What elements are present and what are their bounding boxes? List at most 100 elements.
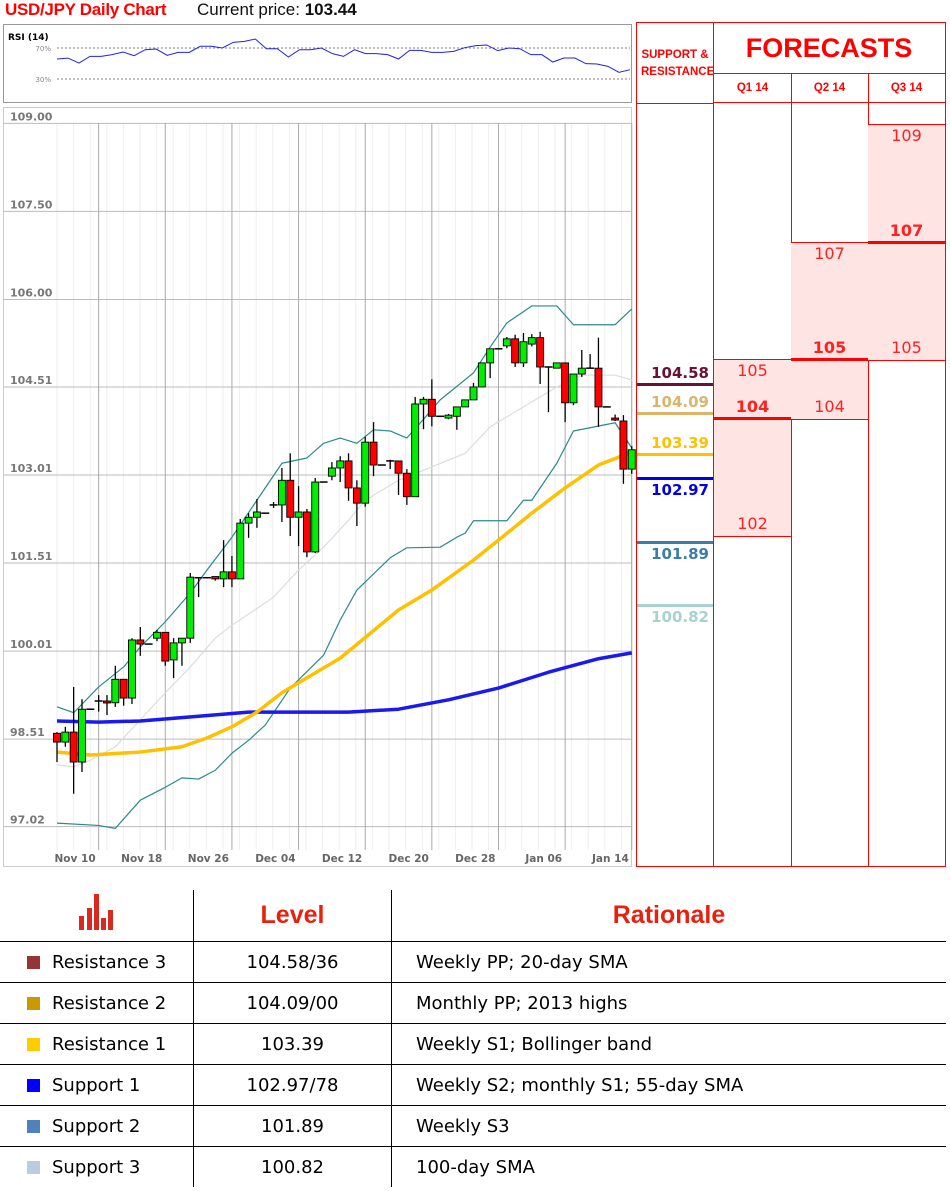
forecast-range-box — [714, 359, 791, 538]
candle-body — [519, 341, 528, 364]
candle-body — [444, 414, 453, 419]
level-name-cell: Resistance 2 — [0, 982, 194, 1024]
level-label: 103.39 — [651, 433, 709, 452]
candle — [419, 396, 428, 430]
level-swatch-icon — [27, 1119, 40, 1133]
candle — [136, 627, 145, 656]
level-rationale: Weekly S2; monthly S1; 55-day SMA — [391, 1064, 946, 1106]
level-swatch-icon — [27, 955, 40, 969]
level-line — [637, 540, 713, 544]
candle — [561, 362, 570, 423]
level-rationale: 100-day SMA — [416, 1156, 535, 1178]
candle — [452, 406, 461, 430]
level-name: Resistance 1 — [52, 1033, 167, 1055]
level-rationale: Weekly S3 — [391, 1105, 946, 1147]
rsi-title: RSI (14) — [8, 33, 49, 43]
forecast-column: Q2 14 107 105 104 — [791, 73, 869, 867]
level-rationale: Weekly PP; 20-day SMA — [391, 941, 946, 983]
candle-body — [361, 441, 370, 504]
level-label: 104.58 — [651, 363, 709, 382]
candle-body — [336, 460, 345, 469]
y-tick-label: 106.00 — [10, 286, 53, 299]
support-resistance-header: SUPPORT & RESISTANCE — [641, 49, 715, 78]
forecast-median-line — [868, 240, 945, 244]
candle — [461, 399, 470, 408]
forecast-low: 104 — [814, 396, 845, 416]
candle — [269, 502, 278, 508]
candle-body — [486, 348, 495, 364]
candle-body — [103, 700, 111, 704]
candle-body — [78, 708, 86, 763]
candle-body — [536, 337, 545, 368]
y-tick-label: 104.51 — [10, 374, 52, 387]
level-swatch-icon — [27, 1160, 40, 1174]
x-tick-label: Dec 12 — [322, 853, 362, 865]
candle — [569, 373, 578, 406]
candle-body — [177, 637, 186, 644]
rsi-tick-label: 70% — [35, 45, 51, 53]
rsi-line — [56, 38, 631, 73]
candle — [502, 337, 511, 349]
y-tick-label: 109.00 — [10, 110, 53, 123]
level-line — [637, 603, 713, 607]
table-header-rationale: Rationale — [391, 890, 946, 942]
candle — [477, 362, 486, 388]
candle-body — [136, 639, 145, 645]
sma20-line — [56, 374, 632, 768]
candle — [552, 362, 561, 369]
candle — [361, 436, 370, 507]
forecast-median: 105 — [812, 338, 847, 358]
x-tick-label: Dec 28 — [455, 853, 495, 865]
candle-body — [327, 467, 336, 477]
candle-body — [452, 406, 461, 417]
candle-body — [369, 441, 378, 466]
forecasts-title: FORECASTS — [745, 33, 913, 63]
candle — [53, 732, 61, 763]
candle — [486, 348, 495, 379]
forecast-column: Q3 14 109 107 105 — [868, 73, 946, 867]
candle — [394, 460, 403, 495]
y-tick-label: 100.01 — [10, 638, 52, 651]
candle-body — [111, 678, 120, 704]
candle — [352, 480, 361, 527]
candle — [236, 519, 245, 580]
candle — [302, 509, 311, 558]
candle — [286, 453, 295, 537]
candle — [344, 453, 353, 501]
level-label: 101.89 — [651, 544, 709, 563]
candle-body — [394, 460, 403, 474]
candle — [311, 477, 320, 554]
candle — [544, 366, 553, 413]
candle — [511, 334, 520, 367]
candle-body — [53, 732, 61, 743]
level-swatch-icon — [27, 1037, 40, 1051]
candle — [177, 637, 186, 666]
level-line — [637, 452, 713, 456]
level-name-cell: Support 1 — [0, 1064, 194, 1106]
candle — [211, 576, 220, 581]
candle-body — [153, 631, 161, 639]
candle — [527, 334, 536, 347]
table-row: Resistance 3 104.58/36 Weekly PP; 20-day… — [0, 941, 946, 983]
candle-body — [252, 511, 261, 518]
candle — [402, 469, 411, 505]
candle-body — [119, 678, 128, 699]
candle-body — [477, 362, 486, 388]
level-label: 100.82 — [651, 607, 709, 626]
candle-body — [69, 731, 78, 763]
x-tick-label: Dec 20 — [389, 853, 429, 865]
level-name-cell: Support 2 — [0, 1105, 194, 1147]
candle — [594, 337, 603, 427]
level-value: 104.09/00 — [193, 982, 392, 1024]
level-line — [637, 411, 713, 415]
level-rationale: Monthly PP; 2013 highs — [391, 982, 946, 1024]
candle — [336, 456, 345, 483]
x-tick-label: Dec 04 — [255, 853, 295, 865]
candle — [411, 396, 420, 498]
candle-body — [352, 487, 361, 504]
candle-body — [344, 460, 353, 489]
level-swatch-icon — [27, 996, 40, 1010]
level-rationale: Weekly S1; Bollinger band — [391, 1023, 946, 1065]
level-value: 104.58/36 — [193, 941, 392, 983]
candle — [153, 629, 161, 642]
